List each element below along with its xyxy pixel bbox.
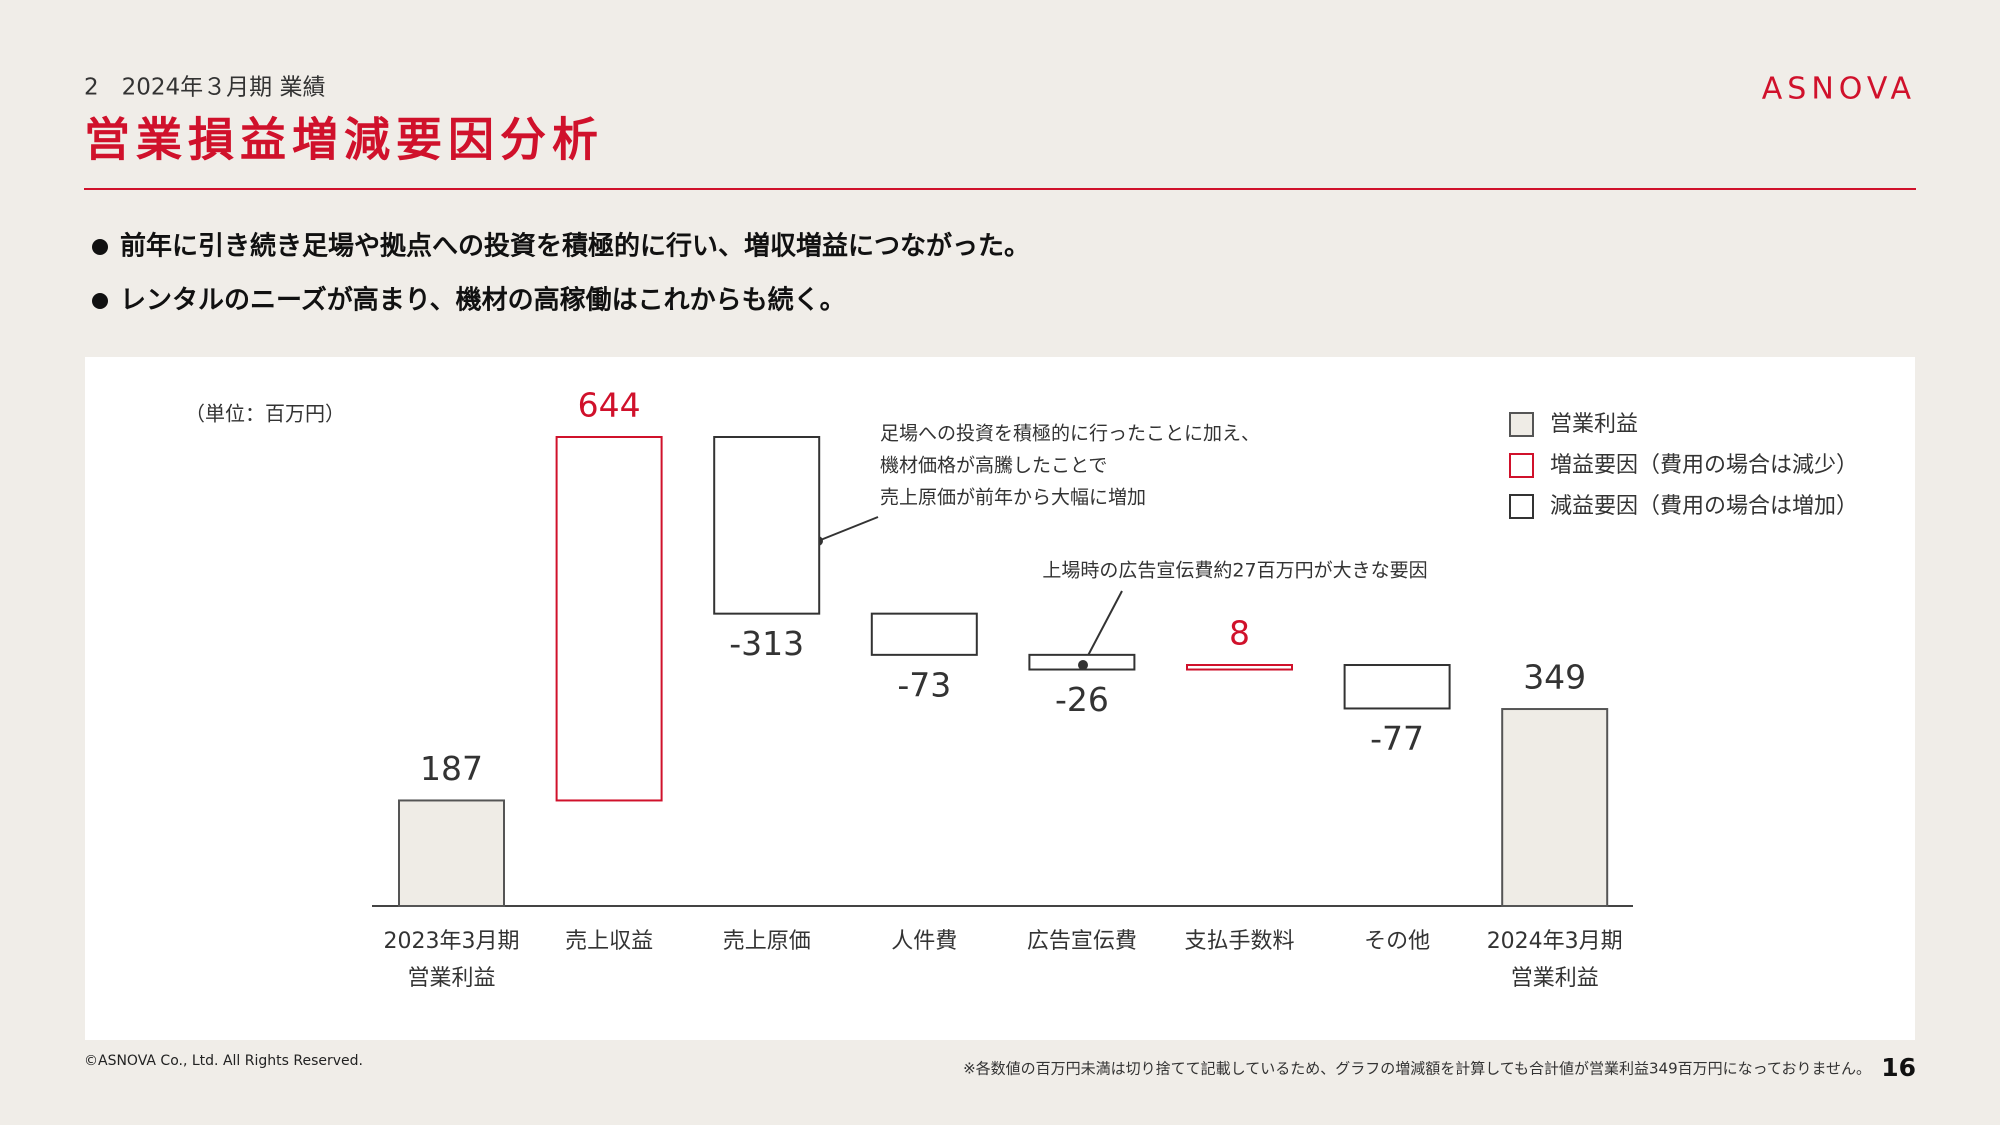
bullet-dot bbox=[92, 239, 108, 255]
x-tick-label: 支払手数料 bbox=[1184, 929, 1294, 954]
bar bbox=[1343, 664, 1451, 710]
bar bbox=[870, 612, 978, 656]
value-label: 8 bbox=[1229, 614, 1250, 653]
legend-swatch bbox=[1509, 453, 1534, 478]
logo: ASNOVA bbox=[1762, 72, 1916, 107]
x-tick-label: 売上収益 bbox=[565, 929, 653, 954]
slide-title: 営業損益増減要因分析 bbox=[84, 113, 604, 167]
legend-label: 増益要因（費用の場合は減少） bbox=[1550, 453, 1858, 478]
value-label: 349 bbox=[1523, 658, 1586, 697]
footnote: ※各数値の百万円未満は切り捨てて記載しているため、グラフの増減額を計算しても合計… bbox=[963, 1060, 1871, 1078]
x-tick-label: その他 bbox=[1364, 929, 1430, 954]
legend-swatch bbox=[1509, 494, 1534, 519]
bar bbox=[1186, 664, 1293, 671]
bar bbox=[398, 799, 505, 907]
x-tick-label: 売上原価 bbox=[723, 929, 811, 954]
annotation: 売上原価が前年から大幅に増加 bbox=[880, 487, 1146, 509]
annotation: 上場時の広告宣伝費約27百万円が大きな要因 bbox=[1042, 560, 1427, 582]
x-tick-label: 広告宣伝費 bbox=[1027, 929, 1137, 954]
value-label: -73 bbox=[897, 665, 951, 704]
x-tick-label: 営業利益 bbox=[1511, 966, 1599, 991]
bullet-dot bbox=[92, 293, 108, 309]
value-label: -26 bbox=[1055, 680, 1109, 719]
annotation: 機材価格が高騰したことで bbox=[880, 455, 1107, 477]
bar bbox=[713, 436, 821, 615]
section-label: 2 2024年３月期 業績 bbox=[84, 75, 325, 101]
bar bbox=[555, 436, 663, 802]
page-number: 16 bbox=[1881, 1053, 1916, 1082]
value-label: 187 bbox=[420, 749, 483, 788]
callout-line bbox=[1082, 590, 1123, 666]
callout-dot bbox=[1078, 660, 1088, 670]
value-label: -77 bbox=[1370, 719, 1424, 758]
value-label: 644 bbox=[578, 386, 641, 425]
unit-label: （単位：百万円） bbox=[185, 402, 345, 426]
bullet: レンタルのニーズが高まり、機材の高稼働はこれからも続く。 bbox=[120, 285, 846, 316]
legend-swatch bbox=[1509, 412, 1534, 437]
annotation: 足場への投資を積極的に行ったことに加え、 bbox=[880, 423, 1260, 445]
x-tick-label: 2023年3月期 bbox=[384, 929, 520, 954]
legend-label: 営業利益 bbox=[1550, 412, 1638, 437]
legend-label: 減益要因（費用の場合は増加） bbox=[1550, 494, 1858, 519]
value-label: -313 bbox=[729, 624, 804, 663]
x-tick-label: 営業利益 bbox=[407, 966, 495, 991]
x-tick-label: 2024年3月期 bbox=[1487, 929, 1623, 954]
copyright: ©ASNOVA Co., Ltd. All Rights Reserved. bbox=[84, 1053, 363, 1069]
bar bbox=[1501, 708, 1609, 908]
callout-line bbox=[817, 516, 879, 542]
bullet: 前年に引き続き足場や拠点への投資を積極的に行い、増収増益につながった。 bbox=[120, 231, 1030, 262]
x-tick-label: 人件費 bbox=[891, 929, 957, 954]
chart-panel bbox=[85, 357, 1915, 1040]
